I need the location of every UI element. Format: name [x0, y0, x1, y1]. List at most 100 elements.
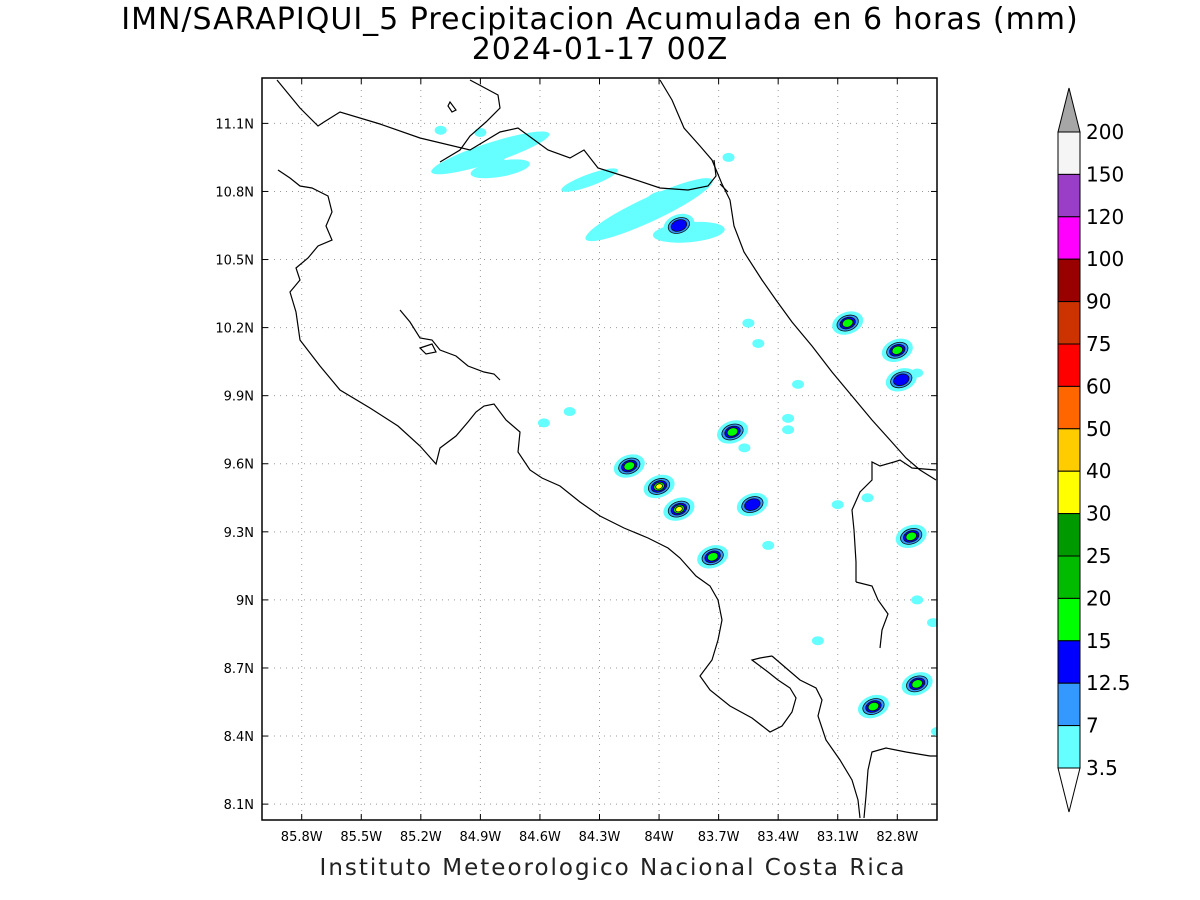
- precip-cell: [717, 420, 749, 444]
- lat-tick-label: 8.4N: [224, 730, 254, 745]
- lon-tick-label: 84W: [644, 830, 674, 845]
- lat-tick-label: 8.7N: [224, 662, 254, 677]
- legend-arrow-max: [1057, 87, 1081, 133]
- legend-label: 200: [1086, 120, 1124, 144]
- precip-cell: [736, 492, 768, 517]
- legend-label: 20: [1086, 586, 1111, 610]
- lat-tick-label: 8.1N: [224, 798, 254, 813]
- precip-cell: [857, 694, 889, 719]
- lat-tick-label: 10.8N: [215, 185, 254, 200]
- precip-cell: [885, 368, 917, 392]
- precip-speck: [762, 540, 775, 550]
- lon-tick-label: 85.5W: [340, 830, 382, 845]
- latitude-axis: 11.1N 10.8N 10.5N 10.2N 9.9N 9.6N 9.3N 9N 8.7N 8.…: [215, 117, 254, 813]
- map-title: IMN/SARAPIQUI_5 Precipitacion Acumulada …: [121, 2, 1079, 37]
- legend-label: 3.5: [1086, 756, 1118, 780]
- precip-speck: [742, 318, 755, 328]
- precip-speck: [722, 152, 735, 162]
- lon-tick-label: 82.8W: [876, 830, 918, 845]
- lat-tick-label: 9N: [236, 594, 254, 609]
- precip-cell: [901, 672, 933, 696]
- precip-speck: [831, 500, 844, 510]
- precip-speck: [927, 618, 937, 628]
- legend-label: 40: [1086, 459, 1111, 483]
- precip-cell: [881, 338, 913, 362]
- precip-speck: [792, 379, 805, 389]
- legend-swatch: [1057, 682, 1081, 727]
- precip-speck: [738, 443, 751, 453]
- precip-speck: [911, 595, 924, 605]
- legend-swatch: [1057, 343, 1081, 387]
- legend-label: 90: [1086, 290, 1111, 314]
- legend-label: 50: [1086, 417, 1111, 441]
- precip-cell: [474, 145, 506, 170]
- legend-swatch: [1057, 385, 1081, 430]
- lat-tick-label: 10.5N: [215, 254, 254, 269]
- precip-speck: [563, 407, 576, 417]
- legend-label: 15: [1086, 629, 1111, 653]
- coastline: [276, 79, 937, 819]
- lat-tick-label: 10.2N: [215, 322, 254, 337]
- lon-tick-label: 84.9W: [459, 830, 501, 845]
- precip-band: [470, 159, 530, 179]
- precip-speck: [434, 125, 447, 135]
- lon-tick-label: 84.6W: [519, 830, 561, 845]
- colorbar-legend: 200 150 120 100 90 75 60 50 40 30 25 20 15 12.5 7 3.5: [1057, 87, 1131, 813]
- legend-swatch: [1057, 597, 1081, 642]
- legend-swatch: [1057, 301, 1081, 345]
- legend-swatch: [1057, 725, 1081, 769]
- legend-label: 30: [1086, 502, 1111, 526]
- legend-swatch: [1057, 173, 1081, 218]
- lat-tick-label: 9.9N: [224, 390, 254, 405]
- precip-cell: [895, 524, 927, 549]
- legend-label: 75: [1086, 332, 1111, 356]
- legend-label: 120: [1086, 205, 1124, 229]
- precip-band: [561, 168, 618, 192]
- map-date: 2024-01-17 00Z: [471, 32, 729, 67]
- legend-swatch: [1057, 258, 1081, 303]
- legend-swatch: [1057, 470, 1081, 515]
- precip-speck: [752, 338, 765, 348]
- legend-label: 7: [1086, 714, 1099, 738]
- legend-label: 12.5: [1086, 671, 1131, 695]
- precip-cell: [643, 474, 675, 499]
- legend-swatch: [1057, 131, 1081, 175]
- lon-tick-label: 84.3W: [579, 830, 621, 845]
- map-plot-area: [276, 79, 953, 819]
- precipitation-cells: [431, 125, 953, 737]
- legend-swatch: [1057, 428, 1081, 472]
- legend-swatch: [1057, 513, 1081, 557]
- legend-label: 150: [1086, 162, 1124, 186]
- legend-arrow-min: [1057, 767, 1081, 813]
- lon-tick-label: 83.7W: [698, 830, 740, 845]
- legend-swatch: [1057, 640, 1081, 684]
- precip-speck: [861, 493, 874, 503]
- precip-speck: [537, 418, 550, 428]
- lon-tick-label: 83.4W: [757, 830, 799, 845]
- lat-tick-label: 9.3N: [224, 526, 254, 541]
- lon-tick-label: 83.1W: [817, 830, 859, 845]
- precip-cell: [643, 191, 675, 215]
- map-gridlines: [262, 78, 937, 820]
- legend-label: 100: [1086, 247, 1124, 271]
- precip-speck: [474, 127, 487, 137]
- legend-swatch: [1057, 555, 1081, 599]
- precip-cell: [613, 454, 645, 478]
- precip-speck: [782, 425, 795, 435]
- lon-tick-label: 85.8W: [281, 830, 323, 845]
- longitude-axis: 85.8W 85.5W 85.2W 84.9W 84.6W 84.3W 84W 83.7W 83…: [281, 830, 919, 845]
- lat-tick-label: 9.6N: [224, 458, 254, 473]
- precip-cell: [832, 311, 864, 335]
- precip-speck: [911, 368, 924, 378]
- precip-cell: [697, 545, 729, 569]
- legend-label: 60: [1086, 374, 1111, 398]
- footer-credit: Instituto Meteorologico Nacional Costa R…: [319, 855, 907, 881]
- precip-cell: [663, 497, 695, 521]
- precip-cell: [663, 213, 695, 238]
- precip-speck: [941, 305, 953, 314]
- lat-tick-label: 11.1N: [215, 117, 254, 132]
- legend-label: 25: [1086, 544, 1111, 568]
- map-frame: [261, 77, 938, 821]
- precip-speck: [811, 636, 824, 646]
